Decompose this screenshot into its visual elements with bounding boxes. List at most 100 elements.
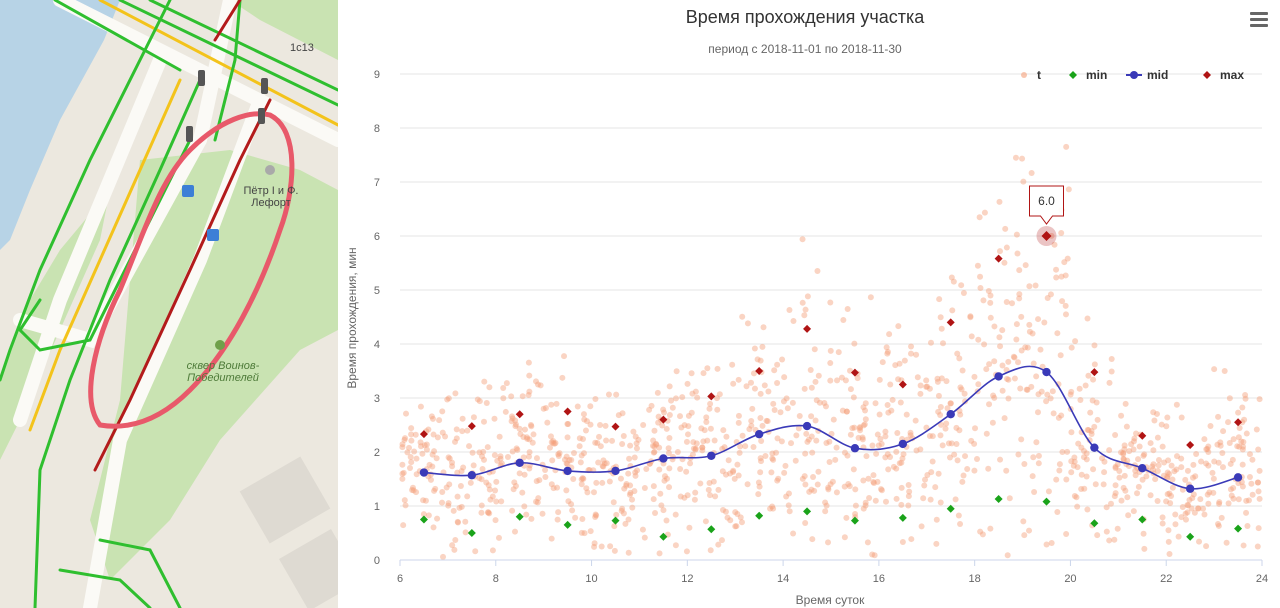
max-legend-marker: [1203, 71, 1211, 79]
t-point: [893, 448, 900, 455]
t-point: [1062, 302, 1069, 309]
min-point: [659, 532, 668, 541]
t-point: [1166, 490, 1173, 497]
t-point: [535, 495, 542, 502]
t-point: [657, 490, 664, 497]
t-point: [487, 496, 494, 503]
t-point: [632, 433, 639, 440]
t-point: [1217, 439, 1224, 446]
t-point: [559, 374, 566, 381]
t-point: [406, 444, 413, 451]
t-point: [408, 459, 415, 466]
t-point: [1178, 414, 1185, 421]
t-point: [707, 400, 714, 407]
t-point: [1078, 486, 1085, 493]
max-point: [850, 368, 859, 377]
t-point: [594, 439, 601, 446]
t-point: [590, 489, 597, 496]
t-point: [913, 447, 920, 454]
t-point: [1068, 458, 1075, 465]
t-point: [452, 438, 459, 445]
t-point: [632, 472, 639, 479]
t-point: [841, 483, 848, 490]
t-point: [830, 416, 837, 423]
t-point: [510, 486, 517, 493]
t-point: [957, 520, 964, 527]
t-point: [1203, 460, 1210, 467]
t-point: [938, 325, 945, 332]
t-point: [884, 350, 891, 357]
min-point: [1186, 532, 1195, 541]
t-point: [999, 362, 1006, 369]
t-point: [493, 478, 500, 485]
t-point: [727, 470, 734, 477]
t-point: [773, 449, 780, 456]
t-point: [556, 450, 563, 457]
t-point: [782, 462, 789, 469]
t-point: [551, 440, 558, 447]
t-point: [1087, 409, 1094, 416]
t-point: [528, 423, 535, 430]
t-point: [1043, 398, 1050, 405]
t-point: [770, 456, 777, 463]
min-point: [707, 525, 716, 534]
mid-point: [611, 466, 620, 476]
t-point: [596, 433, 603, 440]
t-point: [1054, 508, 1061, 515]
t-point: [701, 427, 708, 434]
t-point: [784, 405, 791, 412]
t-point: [625, 516, 632, 523]
t-point: [417, 439, 424, 446]
t-point: [770, 505, 777, 512]
t-point: [834, 377, 841, 384]
t-point: [527, 422, 534, 429]
chart-menu-button[interactable]: [1250, 12, 1268, 28]
t-point: [658, 502, 665, 509]
t-point: [747, 379, 754, 386]
t-point: [875, 442, 882, 449]
t-point: [1184, 467, 1191, 474]
t-point: [1173, 401, 1180, 408]
t-point: [511, 528, 518, 535]
t-point: [492, 487, 499, 494]
t-point: [987, 299, 994, 306]
t-point: [1166, 551, 1173, 558]
t-point: [1122, 400, 1129, 407]
t-point: [1151, 417, 1158, 424]
traffic-lines: [0, 0, 338, 608]
t-point: [555, 453, 562, 460]
t-point: [832, 456, 839, 463]
t-point: [749, 405, 756, 412]
t-point: [666, 412, 673, 419]
x-tick-label: 10: [585, 573, 597, 585]
t-point: [933, 516, 940, 523]
map-canvas[interactable]: [0, 0, 338, 608]
t-point: [990, 392, 997, 399]
t-point: [1189, 474, 1196, 481]
t-point: [1022, 262, 1029, 269]
t-point: [1191, 509, 1198, 516]
t-point: [959, 367, 966, 374]
chart-subtitle: период с 2018-11-01 по 2018-11-30: [708, 42, 902, 56]
traffic-light-icon: [186, 70, 268, 142]
t-point: [872, 497, 879, 504]
t-point: [755, 479, 762, 486]
t-point: [1155, 462, 1162, 469]
y-tick-label: 4: [374, 339, 380, 351]
t-point: [698, 425, 705, 432]
t-point: [1120, 484, 1127, 491]
t-point: [449, 463, 456, 470]
t-point: [1256, 396, 1263, 403]
t-point: [707, 547, 714, 554]
t-point: [913, 351, 920, 358]
map-panel[interactable]: 1с13 Пётр I и Ф. Лефорт сквер Воинов-Поб…: [0, 0, 338, 608]
t-point: [1228, 492, 1235, 499]
t-point: [1084, 506, 1091, 513]
t-point: [905, 502, 912, 509]
t-point: [633, 440, 640, 447]
t-point: [597, 443, 604, 450]
t-point: [500, 395, 507, 402]
t-point: [1085, 427, 1092, 434]
t-point: [1238, 438, 1245, 445]
t-point: [459, 415, 466, 422]
